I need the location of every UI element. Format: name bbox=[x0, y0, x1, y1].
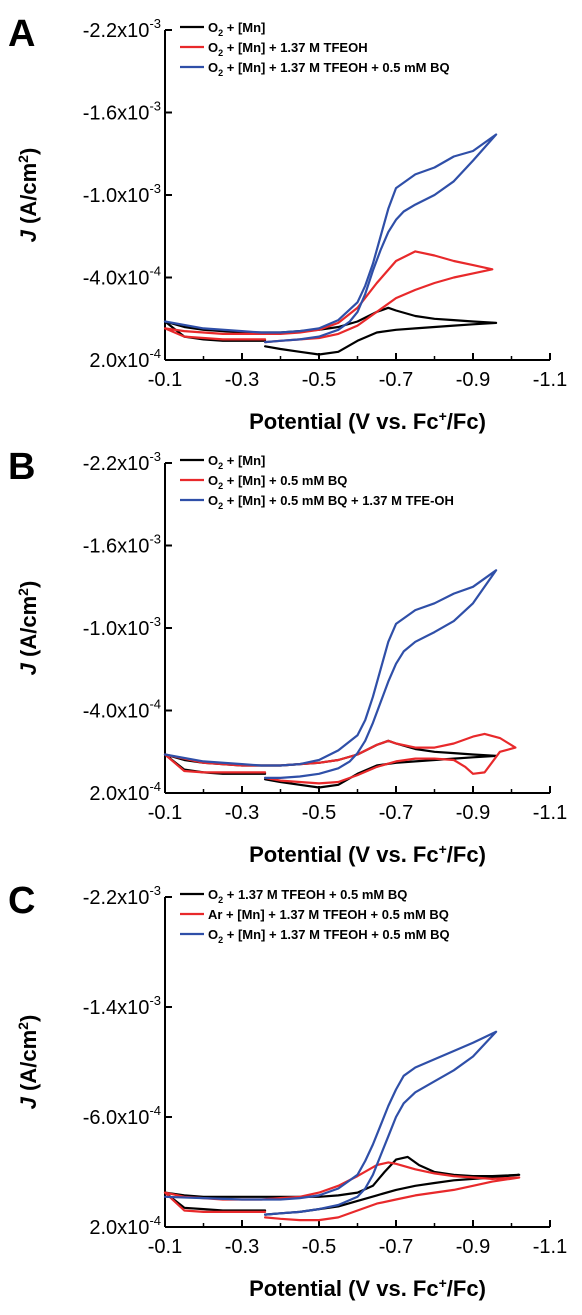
series-line-1 bbox=[163, 306, 498, 356]
legend-label: O2 + 1.37 M TFEOH + 0.5 mM BQ bbox=[208, 887, 407, 905]
y-tick-label: 2.0x10-4 bbox=[89, 1213, 161, 1239]
y-tick-label: -2.2x10-3 bbox=[83, 449, 161, 475]
x-tick-label: -0.9 bbox=[456, 1236, 490, 1258]
y-axis-label: J (A/cm2) bbox=[15, 1015, 41, 1110]
x-tick-label: -0.7 bbox=[379, 1236, 413, 1258]
legend-label: O2 + [Mn] + 0.5 mM BQ + 1.37 M TFE-OH bbox=[208, 493, 454, 511]
x-tick-label: -0.9 bbox=[456, 802, 490, 824]
legend-label: O2 + [Mn] + 1.37 M TFEOH + 0.5 mM BQ bbox=[208, 927, 450, 945]
panel-c: -0.1 -0.3 -0.5 -0.7 -0.9 -1.1 2.0x10-4 -6.0x10-… bbox=[8, 880, 567, 1301]
series-line-3 bbox=[163, 569, 498, 780]
panel-letter: C bbox=[8, 880, 35, 922]
y-tick-label: -6.0x10-4 bbox=[83, 1103, 161, 1129]
y-tick-label: -1.6x10-3 bbox=[83, 532, 161, 558]
x-axis-label: Potential (V vs. Fc+/Fc) bbox=[249, 841, 486, 867]
y-tick-label: -1.0x10-3 bbox=[83, 614, 161, 640]
x-tick-label: -0.7 bbox=[379, 369, 413, 391]
x-tick-label: -0.1 bbox=[148, 802, 182, 824]
x-tick-label: -0.1 bbox=[148, 369, 182, 391]
y-tick-label: 2.0x10-4 bbox=[89, 346, 161, 372]
x-tick-label: -1.1 bbox=[533, 1236, 567, 1258]
x-tick-label: -0.3 bbox=[225, 369, 259, 391]
panel-letter: A bbox=[8, 13, 35, 55]
legend-label: O2 + [Mn] + 1.37 M TFEOH + 0.5 mM BQ bbox=[208, 60, 450, 78]
x-tick-label: -0.5 bbox=[302, 802, 336, 824]
x-tick-label: -1.1 bbox=[533, 369, 567, 391]
legend-label: O2 + [Mn] bbox=[208, 453, 265, 471]
series-line-1 bbox=[163, 1155, 521, 1216]
series-line-2 bbox=[163, 1161, 521, 1222]
x-axis-label: Potential (V vs. Fc+/Fc) bbox=[249, 408, 486, 434]
series-line-3 bbox=[163, 1030, 498, 1216]
x-tick-label: -0.9 bbox=[456, 369, 490, 391]
y-tick-label: -4.0x10-4 bbox=[83, 697, 161, 723]
y-axis-label: J (A/cm2) bbox=[15, 581, 41, 676]
legend-label: O2 + [Mn] + 1.37 M TFEOH bbox=[208, 40, 368, 58]
series-line-2 bbox=[163, 250, 494, 344]
x-tick-label: -0.7 bbox=[379, 802, 413, 824]
panel-b: -0.1 -0.3 -0.5 -0.7 -0.9 -1.1 2.0x10-4 -4.0x10-… bbox=[8, 446, 567, 867]
panel-a: -0.1 -0.3 -0.5 -0.7 -0.9 -1.1 2.0x10-4 -4.0x10-… bbox=[8, 13, 567, 434]
legend-label: Ar + [Mn] + 1.37 M TFEOH + 0.5 mM BQ bbox=[208, 907, 449, 922]
legend-label: O2 + [Mn] bbox=[208, 20, 265, 38]
y-tick-label: -2.2x10-3 bbox=[83, 16, 161, 42]
y-tick-label: -1.6x10-3 bbox=[83, 99, 161, 125]
series-line-3 bbox=[163, 133, 498, 344]
y-tick-label: 2.0x10-4 bbox=[89, 779, 161, 805]
x-tick-label: -1.1 bbox=[533, 802, 567, 824]
x-axis-label: Potential (V vs. Fc+/Fc) bbox=[249, 1275, 486, 1301]
y-tick-label: -1.0x10-3 bbox=[83, 181, 161, 207]
x-tick-label: -0.3 bbox=[225, 1236, 259, 1258]
series-line-2 bbox=[163, 732, 517, 785]
y-tick-label: -2.2x10-3 bbox=[83, 883, 161, 909]
y-tick-label: -1.4x10-3 bbox=[83, 993, 161, 1019]
x-tick-label: -0.5 bbox=[302, 369, 336, 391]
x-tick-label: -0.3 bbox=[225, 802, 259, 824]
x-tick-label: -0.1 bbox=[148, 1236, 182, 1258]
panel-letter: B bbox=[8, 446, 35, 488]
legend-label: O2 + [Mn] + 0.5 mM BQ bbox=[208, 473, 347, 491]
y-axis-label: J (A/cm2) bbox=[15, 148, 41, 243]
x-tick-label: -0.5 bbox=[302, 1236, 336, 1258]
y-tick-label: -4.0x10-4 bbox=[83, 264, 161, 290]
